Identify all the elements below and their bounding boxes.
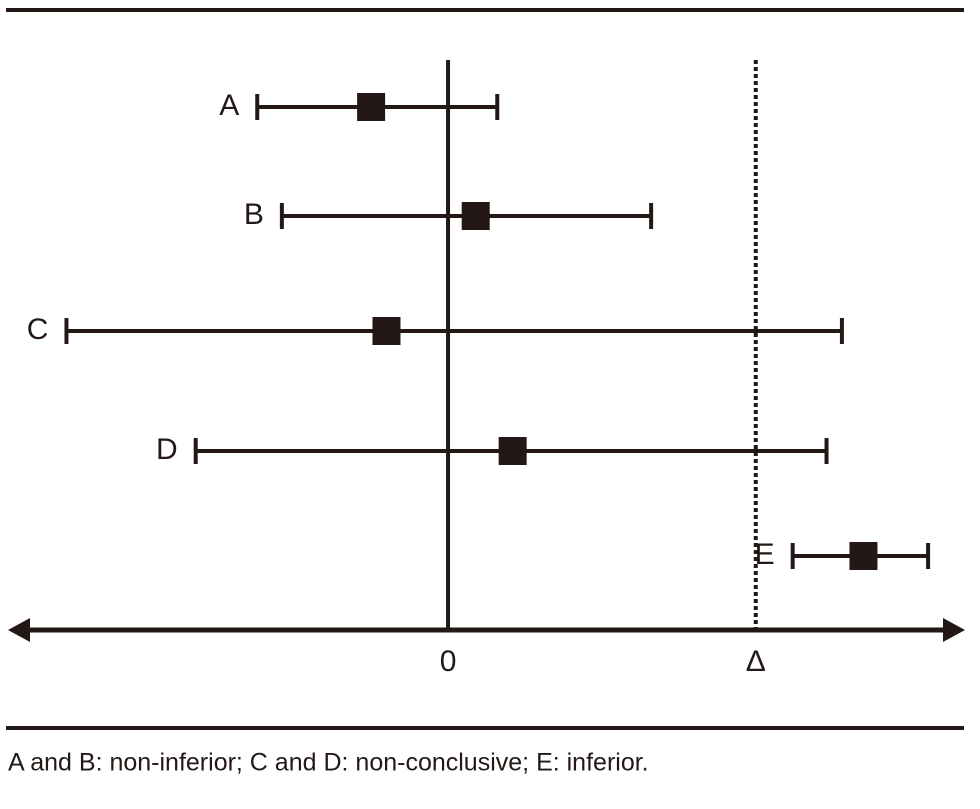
axis-arrow bbox=[8, 618, 30, 642]
x-tick-label: Δ bbox=[746, 645, 766, 678]
estimate-marker bbox=[849, 542, 878, 570]
estimate-marker bbox=[461, 202, 490, 230]
estimate-marker bbox=[372, 317, 401, 345]
x-tick-label: 0 bbox=[440, 645, 457, 678]
row-label: D bbox=[156, 433, 178, 466]
row-label: B bbox=[244, 198, 264, 231]
row-label: E bbox=[755, 538, 775, 571]
estimate-marker bbox=[357, 93, 386, 121]
estimate-marker bbox=[498, 437, 527, 465]
row-label: C bbox=[27, 313, 49, 346]
footnote: A and B: non-inferior; C and D: non-conc… bbox=[8, 749, 649, 777]
row-label: A bbox=[219, 89, 239, 122]
axis-arrow bbox=[943, 618, 965, 642]
